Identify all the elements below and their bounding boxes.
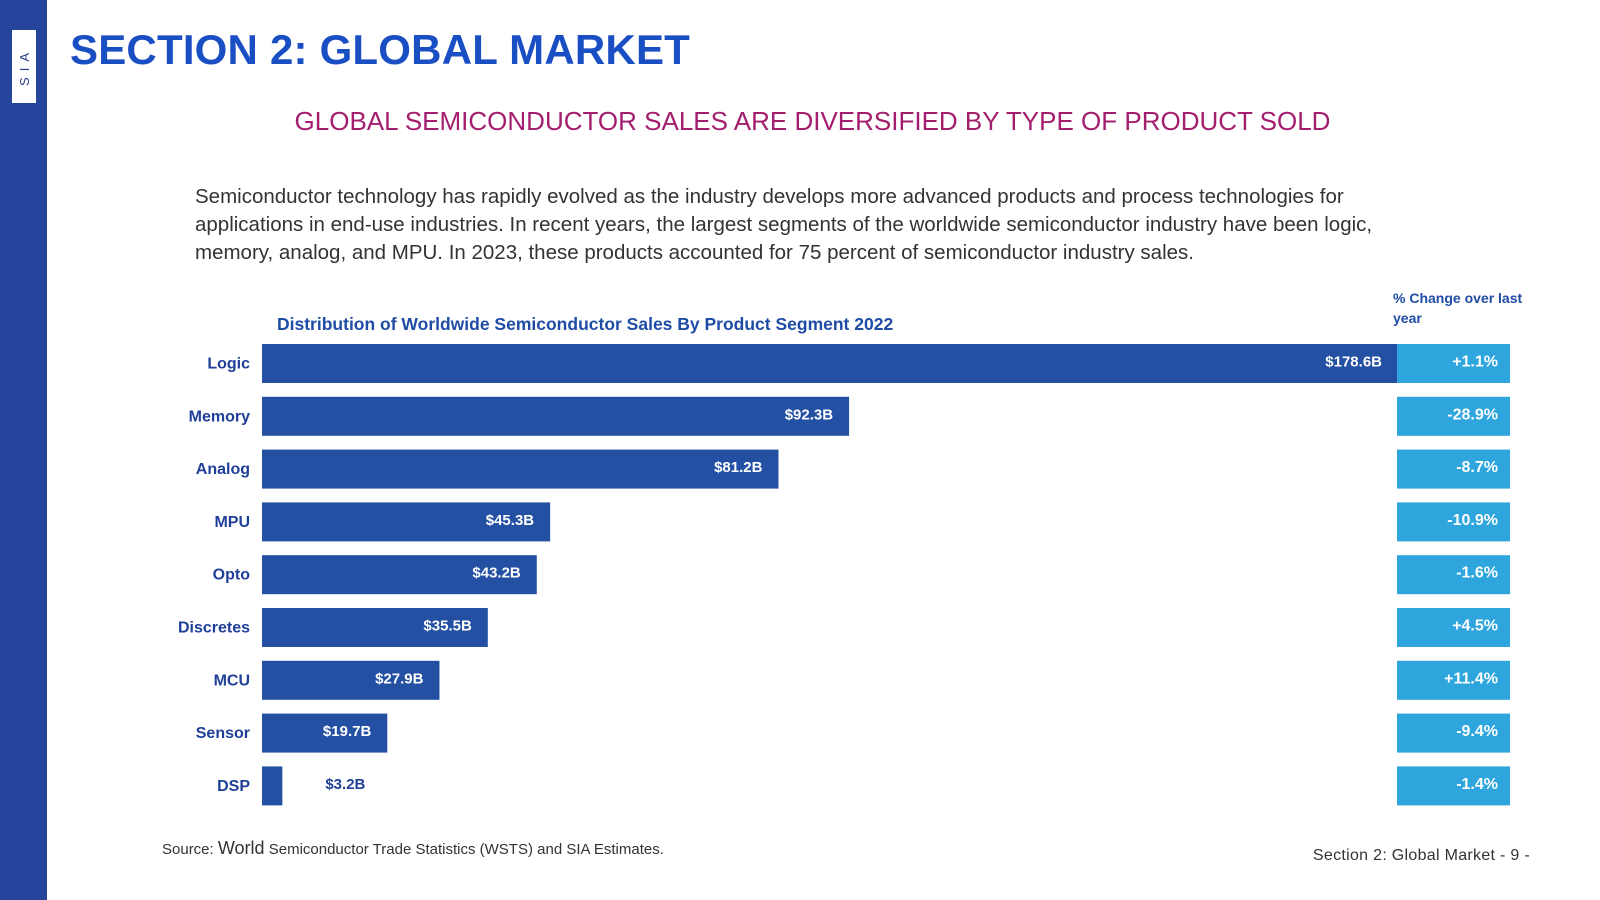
bar-opto (262, 555, 537, 595)
bar-memory (262, 396, 850, 436)
value-label-opto: $43.2B (472, 565, 521, 582)
change-label-mpu: -10.9% (1447, 512, 1498, 529)
change-label-sensor: -9.4% (1456, 723, 1498, 740)
bar-mcu (262, 660, 440, 700)
change-label-opto: -1.6% (1456, 565, 1498, 582)
footer-page-label: Section 2: Global Market - 9 - (1312, 847, 1530, 864)
bar-analog (262, 449, 779, 489)
source-world: World (217, 838, 265, 858)
category-label-mpu: MPU (214, 514, 250, 531)
slide-subtitle: GLOBAL SEMICONDUCTOR SALES ARE DIVERSIFI… (294, 106, 1331, 136)
change-label-mcu: +11.4% (1444, 670, 1498, 687)
bars-layer: Logic $178.6B +1.1% Memory $92.3B -28.9% Analo… (178, 344, 1510, 806)
value-label-memory: $92.3B (785, 406, 834, 423)
intro-paragraph: Semiconductor technology has rapidly evo… (195, 185, 1373, 264)
value-label-logic: $178.6B (1325, 354, 1382, 371)
category-label-analog: Analog (196, 461, 250, 478)
category-label-memory: Memory (189, 408, 250, 425)
value-label-mcu: $27.9B (375, 670, 424, 687)
change-box-dsp (1397, 766, 1510, 806)
category-label-sensor: Sensor (196, 725, 250, 742)
bar-mpu (262, 502, 551, 542)
bar-discretes (262, 608, 488, 647)
change-box-opto (1397, 555, 1510, 595)
bar-sensor (262, 713, 388, 753)
category-label-logic: Logic (207, 356, 250, 373)
change-column-header: % Change over last year (1393, 290, 1523, 326)
value-label-mpu: $45.3B (486, 512, 535, 529)
change-label-logic: +1.1% (1452, 354, 1498, 371)
change-box-logic (1397, 344, 1510, 383)
value-label-dsp: $3.2B (325, 776, 365, 793)
category-label-opto: Opto (213, 567, 251, 584)
change-label-dsp: -1.4% (1456, 776, 1498, 793)
change-label-memory: -28.9% (1447, 406, 1498, 423)
sidebar-stripe: SIA (0, 0, 47, 900)
change-box-analog (1397, 449, 1510, 489)
change-box-mpu (1397, 502, 1510, 542)
change-label-discretes: +4.5% (1452, 618, 1498, 635)
category-label-discretes: Discretes (178, 620, 250, 637)
section-title: SECTION 2: GLOBAL MARKET (70, 26, 691, 73)
category-label-mcu: MCU (214, 672, 250, 689)
source-rest: Semiconductor Trade Statistics (WSTS) an… (264, 841, 664, 858)
value-label-discretes: $35.5B (423, 618, 472, 635)
change-label-analog: -8.7% (1456, 459, 1498, 476)
change-box-sensor (1397, 713, 1510, 753)
bar-dsp (262, 766, 283, 806)
source-note: Source: World Semiconductor Trade Statis… (162, 838, 664, 859)
chart-title: Distribution of Worldwide Semiconductor … (277, 314, 893, 334)
value-label-sensor: $19.7B (323, 723, 372, 740)
source-prefix: Source: (162, 841, 218, 858)
change-box-discretes (1397, 608, 1510, 647)
value-label-analog: $81.2B (714, 459, 763, 476)
change-box-memory (1397, 396, 1510, 436)
sia-logo: SIA (12, 30, 36, 103)
category-label-dsp: DSP (217, 778, 250, 795)
bar-logic (262, 344, 1398, 383)
change-box-mcu (1397, 660, 1510, 700)
